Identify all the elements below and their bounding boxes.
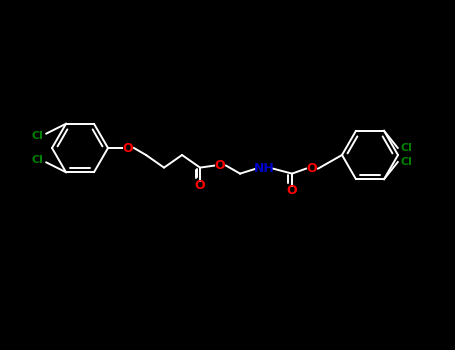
Text: O: O (215, 159, 225, 172)
Text: O: O (287, 184, 298, 197)
Text: O: O (307, 162, 318, 175)
Text: NH: NH (254, 162, 274, 175)
Text: Cl: Cl (31, 155, 43, 166)
Text: Cl: Cl (401, 143, 413, 153)
Text: O: O (195, 179, 205, 192)
Text: Cl: Cl (401, 157, 413, 167)
Text: O: O (123, 141, 133, 154)
Text: Cl: Cl (31, 131, 43, 141)
